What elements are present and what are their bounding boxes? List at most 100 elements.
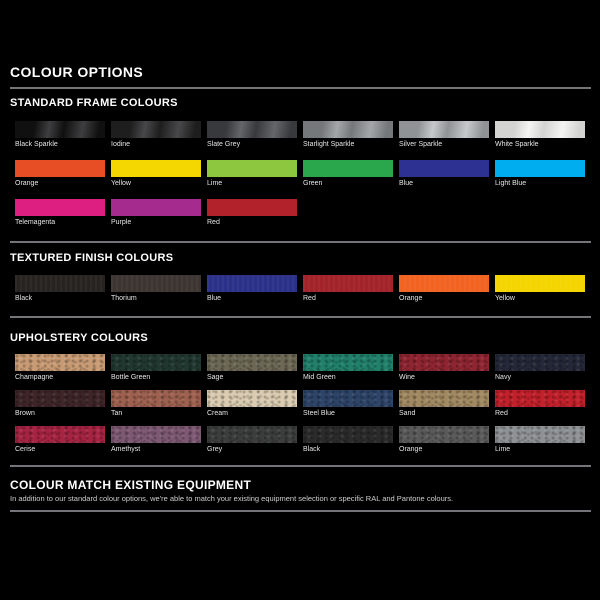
swatch-cell: Black <box>303 426 399 454</box>
swatch-champagne <box>15 354 105 371</box>
swatch-cell: Telemagenta <box>15 199 111 227</box>
swatch-sand <box>399 390 489 407</box>
swatch-cell: Starlight Sparkle <box>303 121 399 149</box>
swatch-yellow <box>495 275 585 292</box>
swatch-cell: Yellow <box>111 160 207 188</box>
swatch-cell: Thorium <box>111 275 207 303</box>
swatch-cell: Wine <box>399 354 495 382</box>
swatch-silver-sparkle <box>399 121 489 138</box>
swatch-cell: Slate Grey <box>207 121 303 149</box>
swatch-label: Blue <box>399 180 414 187</box>
swatch-cell: Orange <box>15 160 111 188</box>
swatch-label: Red <box>495 410 508 417</box>
swatch-cerise <box>15 426 105 443</box>
swatch-slate-grey <box>207 121 297 138</box>
swatch-red <box>303 275 393 292</box>
swatch-label: Steel Blue <box>303 410 335 417</box>
swatch-cell: Orange <box>399 275 495 303</box>
swatch-black <box>303 426 393 443</box>
swatch-label: Orange <box>399 446 423 453</box>
upholstery-swatch-grid: Champagne Bottle Green Sage Mid Green Wine Na… <box>15 354 591 454</box>
swatch-steel-blue <box>303 390 393 407</box>
page-title: COLOUR OPTIONS <box>10 64 144 80</box>
swatch-white-sparkle <box>495 121 585 138</box>
swatch-cell: Red <box>495 390 591 418</box>
swatch-sage <box>207 354 297 371</box>
section-heading-upholstery: UPHOLSTERY COLOURS <box>10 332 149 344</box>
swatch-cell: Cerise <box>15 426 111 454</box>
swatch-orange <box>399 426 489 443</box>
swatch-label: Sage <box>207 374 224 381</box>
swatch-label: Thorium <box>111 295 137 302</box>
swatch-label: Grey <box>207 446 223 453</box>
swatch-blue <box>399 160 489 177</box>
swatch-label: Orange <box>15 180 39 187</box>
divider <box>10 316 591 318</box>
swatch-starlight-sparkle <box>303 121 393 138</box>
colour-match-heading: COLOUR MATCH EXISTING EQUIPMENT <box>10 478 252 492</box>
swatch-red <box>495 390 585 407</box>
swatch-yellow <box>111 160 201 177</box>
swatch-lime <box>495 426 585 443</box>
swatch-cell: Black Sparkle <box>15 121 111 149</box>
swatch-green <box>303 160 393 177</box>
swatch-label: Champagne <box>15 374 54 381</box>
swatch-cream <box>207 390 297 407</box>
swatch-label: Yellow <box>495 295 515 302</box>
swatch-navy <box>495 354 585 371</box>
swatch-label: White Sparkle <box>495 141 539 148</box>
swatch-label: Red <box>207 219 220 226</box>
swatch-cell: Steel Blue <box>303 390 399 418</box>
swatch-grey <box>207 426 297 443</box>
swatch-cell: Orange <box>399 426 495 454</box>
swatch-cell: Green <box>303 160 399 188</box>
swatch-cell: Mid Green <box>303 354 399 382</box>
swatch-tan <box>111 390 201 407</box>
swatch-bottle-green <box>111 354 201 371</box>
swatch-label: Navy <box>495 374 511 381</box>
divider <box>10 87 591 89</box>
swatch-cell: Silver Sparkle <box>399 121 495 149</box>
swatch-label: Black <box>303 446 321 453</box>
swatch-label: Light Blue <box>495 180 527 187</box>
swatch-label: Purple <box>111 219 132 226</box>
swatch-label: Yellow <box>111 180 131 187</box>
swatch-red <box>207 199 297 216</box>
swatch-wine <box>399 354 489 371</box>
swatch-label: Sand <box>399 410 416 417</box>
swatch-cell: Black <box>15 275 111 303</box>
swatch-label: Brown <box>15 410 35 417</box>
swatch-cell: Iodine <box>111 121 207 149</box>
swatch-label: Red <box>303 295 316 302</box>
swatch-cell: Purple <box>111 199 207 227</box>
swatch-black <box>15 275 105 292</box>
swatch-label: Blue <box>207 295 222 302</box>
swatch-label: Amethyst <box>111 446 141 453</box>
swatch-label: Lime <box>207 180 223 187</box>
swatch-label: Mid Green <box>303 374 336 381</box>
swatch-orange <box>399 275 489 292</box>
swatch-cell: Blue <box>207 275 303 303</box>
swatch-blue <box>207 275 297 292</box>
swatch-cell: Light Blue <box>495 160 591 188</box>
swatch-label: Green <box>303 180 323 187</box>
swatch-label: Black Sparkle <box>15 141 58 148</box>
swatch-amethyst <box>111 426 201 443</box>
swatch-label: Orange <box>399 295 423 302</box>
swatch-black-sparkle <box>15 121 105 138</box>
swatch-cell: Brown <box>15 390 111 418</box>
swatch-cell: Grey <box>207 426 303 454</box>
swatch-orange <box>15 160 105 177</box>
swatch-cell: Lime <box>495 426 591 454</box>
swatch-cell: Yellow <box>495 275 591 303</box>
swatch-cell: Tan <box>111 390 207 418</box>
swatch-iodine <box>111 121 201 138</box>
swatch-cell: Navy <box>495 354 591 382</box>
swatch-label: Tan <box>111 410 123 417</box>
swatch-label: Cream <box>207 410 229 417</box>
section-heading-textured-finish: TEXTURED FINISH COLOURS <box>10 252 174 264</box>
textured-finish-swatch-grid: Black Thorium Blue Red Orange Yellow <box>15 275 591 303</box>
divider <box>10 510 591 512</box>
swatch-label: Bottle Green <box>111 374 151 381</box>
